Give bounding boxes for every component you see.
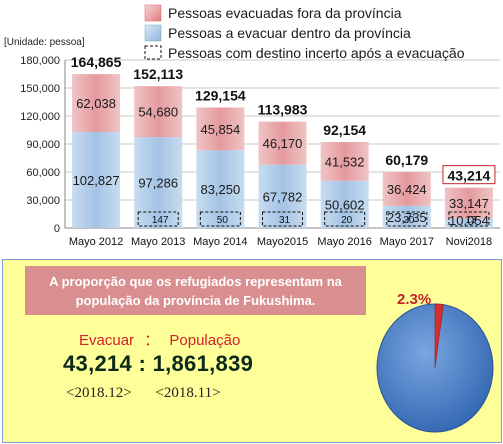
x-category-label: Novi2018 (446, 236, 492, 248)
bar-inside-value-label: 67,782 (263, 189, 303, 204)
bar-total-label: 60,179 (385, 152, 428, 168)
headline-line-1: A proporção que os refugiados representa… (49, 273, 342, 289)
bar-inside-value-label: 23,735 (387, 210, 427, 225)
bar-inside-value-label: 97,286 (138, 176, 178, 191)
x-category-label: Mayo 2013 (131, 236, 185, 248)
bar-outside-province (320, 142, 369, 181)
population-value: 1,861,839 (152, 351, 254, 376)
x-category-label: Mayo 2016 (317, 236, 371, 248)
bar-total-label: 129,154 (195, 88, 246, 104)
uncertain-value-label: 20 (341, 215, 353, 226)
bar-outside-value-label: 46,170 (263, 136, 303, 151)
unit-label: [Unidade: pessoa] (4, 37, 85, 48)
bar-outside-value-label: 54,680 (138, 105, 178, 120)
y-tick-label: 90,000 (26, 139, 60, 151)
ratio-value-colon: : (138, 351, 147, 376)
population-label: População (169, 332, 241, 349)
bar-outside-value-label: 41,532 (325, 154, 365, 169)
bar-outside-value-label: 62,038 (76, 96, 116, 111)
legend-swatch-inside (144, 24, 162, 42)
evacuee-bar-chart: Pessoas evacuadas fora da província Pess… (4, 4, 500, 248)
bar-inside-province (134, 137, 183, 228)
bar-total-label: 92,154 (323, 122, 366, 138)
y-tick-label: 150,000 (20, 83, 60, 95)
bar-outside-province (382, 171, 431, 206)
evacuees-value: 43,214 (63, 351, 133, 376)
bar-outside-province (258, 121, 307, 165)
bar-outside-value-label: 45,854 (200, 122, 240, 137)
pie-percent-label: 2.3% (397, 291, 431, 308)
proportion-panel: A proporção que os refugiados representa… (2, 259, 502, 443)
ratio-label-colon: ： (144, 332, 160, 349)
pie-slice-evacuees (434, 303, 444, 369)
ratio-dates: <2018.12> <2018.11> (66, 385, 221, 402)
legend-swatch-outside (144, 4, 162, 22)
bar-outside-province (444, 187, 493, 219)
ratio-values: 43,214 : 1,861,839 (63, 351, 253, 377)
bar-inside-value-label: 83,250 (200, 182, 240, 197)
bar-inside-province (444, 218, 493, 228)
uncertain-value-label: 20 (403, 215, 415, 226)
bar-inside-value-label: 50,602 (325, 197, 365, 212)
headline-line-2: população da província de Fukushima. (75, 292, 316, 308)
uncertain-value-label: 50 (217, 215, 229, 226)
x-category-label: Mayo 2012 (69, 236, 123, 248)
bar-outside-province (72, 74, 121, 133)
y-tick-label: 180,000 (20, 55, 60, 67)
uncertain-value-label: 147 (152, 215, 169, 226)
bar-inside-province (258, 164, 307, 228)
legend: Pessoas evacuadas fora da província Pess… (144, 4, 465, 61)
evacuees-date: <2018.12> (66, 385, 132, 401)
total-highlight-box (442, 165, 496, 185)
uncertain-box (199, 211, 241, 227)
uncertain-box (386, 211, 428, 227)
bar-inside-value-label: 10,054 (449, 213, 489, 228)
bar-inside-province (320, 180, 369, 228)
bar-outside-province (134, 86, 183, 138)
bar-total-label: 152,113 (133, 66, 183, 82)
bar-outside-value-label: 36,424 (387, 182, 427, 197)
population-pie-chart: 2.3% (376, 291, 494, 433)
bar-total-label: 164,865 (71, 54, 122, 70)
plot-area: 0 30,000 60,000 90,000 120,000 150,000 180,000… (20, 54, 500, 248)
bar-inside-province (196, 150, 245, 228)
evacuate-label: Evacuar (79, 332, 135, 349)
bar-total-label: 43,214 (448, 168, 491, 184)
bar-inside-value-label: 102,827 (73, 173, 120, 188)
bar-outside-value-label: 33,147 (449, 196, 489, 211)
bar-inside-province (382, 205, 431, 228)
uncertain-value-label: 31 (279, 215, 291, 226)
legend-label-uncertain: Pessoas com destino incerto após a evacu… (168, 45, 465, 61)
uncertain-box (324, 211, 366, 227)
uncertain-value-label: 13 (465, 215, 477, 226)
y-tick-label: 120,000 (20, 111, 60, 123)
bar-outside-province (196, 107, 245, 151)
x-category-label: Mayo 2014 (193, 236, 247, 248)
legend-label-inside: Pessoas a evacuar dentro da província (168, 25, 411, 41)
ratio-labels: Evacuar ： População (79, 329, 240, 350)
bar-inside-province (72, 132, 121, 228)
bar-total-label: 113,983 (258, 102, 308, 118)
uncertain-box (137, 211, 179, 227)
y-tick-label: 0 (54, 223, 60, 235)
x-category-label: Mayo 2017 (380, 236, 434, 248)
uncertain-box (448, 211, 490, 227)
x-category-label: Mayo2015 (257, 236, 308, 248)
population-date: <2018.11> (155, 385, 221, 401)
proportion-headline: A proporção que os refugiados representa… (25, 266, 366, 315)
legend-swatch-uncertain (144, 45, 162, 60)
y-tick-label: 30,000 (26, 195, 60, 207)
legend-label-outside: Pessoas evacuadas fora da província (168, 5, 402, 21)
y-tick-label: 60,000 (26, 167, 60, 179)
uncertain-box (262, 211, 303, 227)
